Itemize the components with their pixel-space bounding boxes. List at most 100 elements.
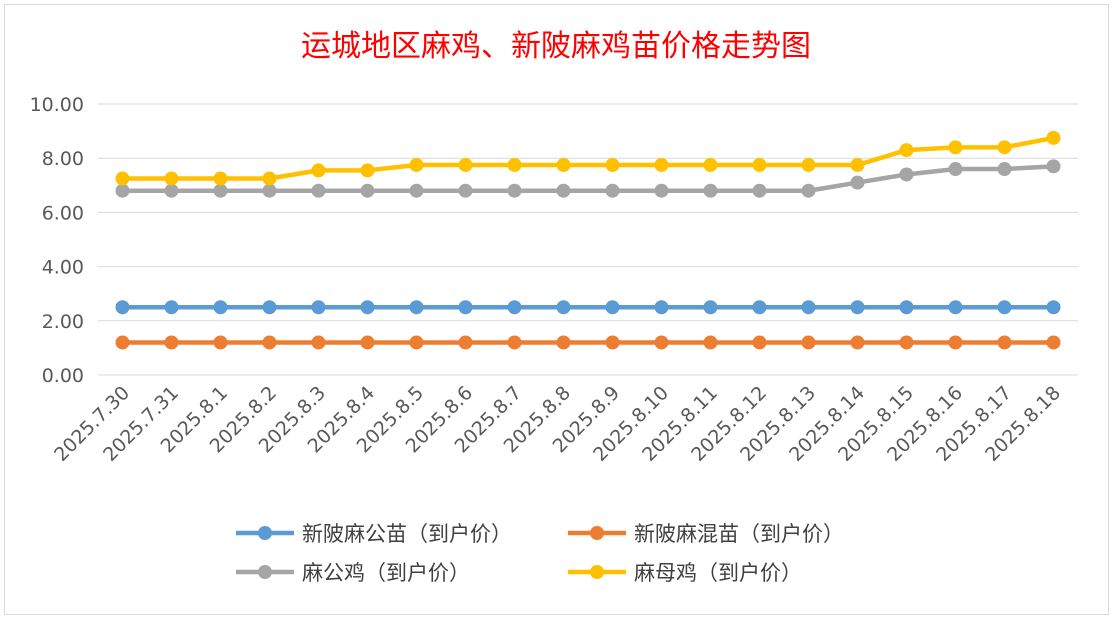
data-point [360, 183, 375, 198]
legend-marker [590, 526, 604, 540]
data-point [899, 335, 914, 350]
data-point [1046, 335, 1061, 350]
y-tick-label: 2.00 [42, 311, 84, 333]
data-point [899, 167, 914, 182]
data-point [1046, 159, 1061, 174]
data-point [458, 183, 473, 198]
data-point [360, 163, 375, 178]
data-point [262, 171, 277, 186]
data-point [409, 183, 424, 198]
data-point [507, 300, 522, 315]
series-group [115, 130, 1061, 350]
data-point [752, 335, 767, 350]
data-point [752, 157, 767, 172]
data-point [948, 140, 963, 155]
data-point [801, 157, 816, 172]
data-point [409, 157, 424, 172]
data-point [850, 300, 865, 315]
series-1 [115, 335, 1061, 350]
legend-label: 麻公鸡（到户价） [302, 561, 470, 585]
data-point [213, 171, 228, 186]
legend-label: 新陂麻公苗（到户价） [302, 522, 512, 546]
data-point [1046, 130, 1061, 145]
data-point [311, 335, 326, 350]
series-line [122, 135, 1054, 181]
data-point [360, 300, 375, 315]
y-tick-label: 6.00 [42, 202, 84, 224]
series-line [122, 164, 1054, 193]
data-point [899, 300, 914, 315]
data-point [899, 143, 914, 158]
data-point [605, 335, 620, 350]
data-point [703, 183, 718, 198]
data-point [213, 183, 228, 198]
legend-item: 新陂麻混苗（到户价） [568, 522, 844, 546]
data-point [164, 300, 179, 315]
data-point [801, 300, 816, 315]
data-point [458, 157, 473, 172]
data-point [997, 162, 1012, 177]
data-point [997, 335, 1012, 350]
data-point [409, 335, 424, 350]
data-point [115, 335, 130, 350]
data-point [164, 183, 179, 198]
data-point [556, 335, 571, 350]
legend: 新陂麻公苗（到户价） 新陂麻混苗（到户价） 麻公鸡（到户价） 麻母鸡（到户价） [236, 522, 844, 585]
chart-title: 运城地区麻鸡、新陂麻鸡苗价格走势图 [301, 29, 811, 64]
data-point [605, 157, 620, 172]
data-point [262, 335, 277, 350]
legend-label: 麻母鸡（到户价） [634, 561, 802, 585]
series-3 [115, 130, 1061, 186]
data-point [948, 300, 963, 315]
series-0 [115, 300, 1061, 315]
data-point [507, 157, 522, 172]
legend-marker [258, 565, 272, 579]
data-point [409, 300, 424, 315]
data-point [311, 183, 326, 198]
legend-label: 新陂麻混苗（到户价） [634, 522, 844, 546]
data-point [752, 183, 767, 198]
data-point [654, 157, 669, 172]
legend-item: 新陂麻公苗（到户价） [236, 522, 512, 546]
data-point [703, 335, 718, 350]
data-point [458, 335, 473, 350]
y-tick-label: 0.00 [42, 365, 84, 387]
data-point [507, 335, 522, 350]
legend-item: 麻母鸡（到户价） [568, 561, 802, 585]
data-point [458, 300, 473, 315]
data-point [556, 300, 571, 315]
data-point [213, 335, 228, 350]
data-point [262, 183, 277, 198]
data-point [115, 171, 130, 186]
data-point [213, 300, 228, 315]
data-point [801, 335, 816, 350]
data-point [850, 175, 865, 190]
legend-item: 麻公鸡（到户价） [236, 561, 470, 585]
y-tick-label: 10.00 [30, 94, 84, 116]
data-point [654, 300, 669, 315]
data-point [997, 300, 1012, 315]
y-axis: 0.00 2.00 4.00 6.00 8.00 10.00 [30, 94, 84, 387]
data-point [605, 183, 620, 198]
legend-marker [590, 565, 604, 579]
data-point [703, 300, 718, 315]
gridlines [98, 103, 1078, 376]
series-2 [115, 159, 1061, 198]
data-point [1046, 300, 1061, 315]
data-point [164, 171, 179, 186]
data-point [605, 300, 620, 315]
data-point [556, 157, 571, 172]
data-point [801, 183, 816, 198]
x-axis: 2025.7.302025.7.312025.8.12025.8.22025.8… [50, 382, 1065, 466]
data-point [360, 335, 375, 350]
legend-marker [258, 526, 272, 540]
data-point [507, 183, 522, 198]
data-point [703, 157, 718, 172]
data-point [115, 183, 130, 198]
data-point [115, 300, 130, 315]
data-point [997, 140, 1012, 155]
data-point [752, 300, 767, 315]
data-point [311, 300, 326, 315]
y-tick-label: 4.00 [42, 257, 84, 279]
